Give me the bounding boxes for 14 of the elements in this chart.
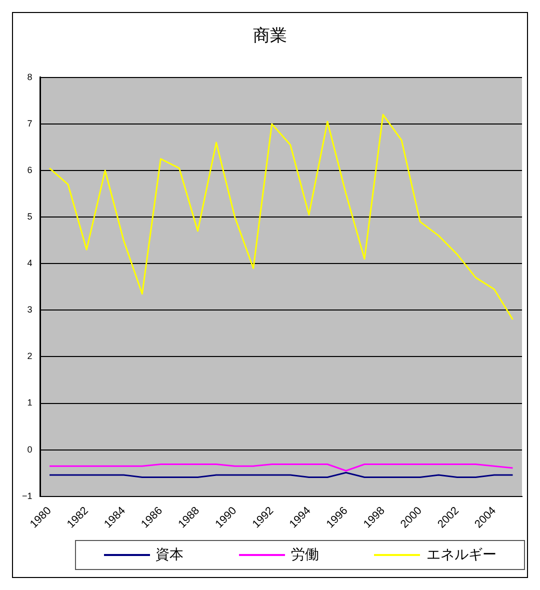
y-tick-label: 1 xyxy=(27,398,32,408)
y-tick-label: 5 xyxy=(27,212,32,222)
y-tick-label: 6 xyxy=(27,164,32,175)
legend-label: 労働 xyxy=(290,546,319,564)
y-tick-label: 8 xyxy=(27,72,32,82)
y-tick-label: 3 xyxy=(27,304,32,315)
y-tick-label: 0 xyxy=(27,444,32,454)
y-tick-label: 7 xyxy=(27,118,32,128)
y-tick-label: 2 xyxy=(27,351,32,362)
legend-label: エネルギー xyxy=(426,546,496,564)
y-tick-label: −1 xyxy=(22,490,32,501)
legend-label: 資本 xyxy=(156,546,184,564)
y-tick-label: 4 xyxy=(27,258,32,268)
chart-title: 商業 xyxy=(252,25,288,47)
